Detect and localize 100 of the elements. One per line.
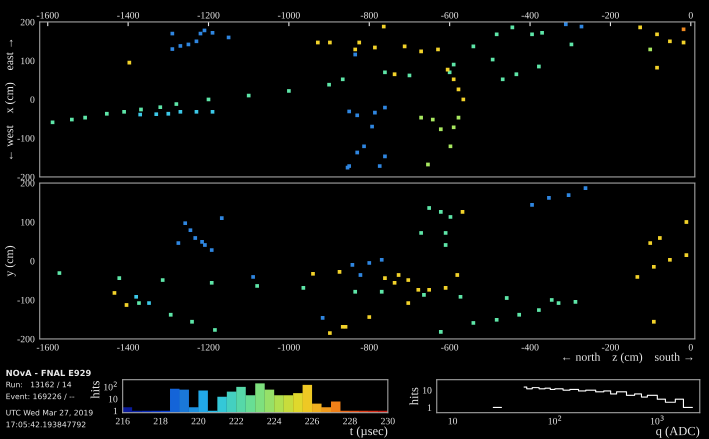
point [652, 320, 656, 324]
point [574, 300, 578, 304]
point [168, 312, 173, 317]
point [461, 98, 466, 102]
point [517, 312, 522, 317]
y-tick-label: 1 [114, 408, 118, 414]
point [178, 44, 182, 48]
point [658, 236, 662, 240]
point [564, 22, 568, 26]
point [494, 318, 499, 322]
point [446, 68, 450, 72]
point [382, 24, 386, 28]
point [584, 186, 588, 190]
point [570, 42, 574, 46]
point [220, 216, 224, 220]
point [556, 301, 560, 305]
point [124, 303, 128, 307]
point [452, 62, 456, 66]
point [355, 113, 360, 118]
y-tick-label: 0 [30, 96, 34, 103]
point [436, 48, 440, 52]
point [200, 240, 204, 244]
point [383, 276, 387, 280]
point [408, 74, 412, 78]
point [210, 30, 214, 35]
point [566, 193, 570, 197]
x-tick-label: -600 [441, 344, 458, 351]
point [127, 60, 132, 64]
point [438, 330, 443, 334]
x-tick-label: -800 [360, 12, 378, 19]
point [210, 280, 214, 285]
point [472, 44, 476, 48]
point [370, 124, 374, 128]
point [137, 301, 141, 305]
point [419, 50, 423, 54]
point [383, 154, 387, 158]
point [455, 273, 460, 277]
point [452, 77, 456, 82]
point [392, 280, 396, 285]
point [383, 70, 387, 74]
point [472, 321, 476, 325]
point [160, 278, 165, 282]
point [514, 72, 518, 76]
point [378, 164, 382, 168]
point [373, 46, 377, 50]
point [251, 275, 255, 279]
x-tick-label: 228 [343, 418, 357, 424]
point [426, 162, 430, 166]
y-axis-title: hits [409, 388, 418, 406]
point [452, 125, 456, 130]
x-axis-title: q (ADC) [656, 426, 700, 438]
point [139, 108, 143, 112]
point [210, 110, 214, 114]
point [580, 24, 584, 28]
point [210, 248, 214, 252]
point [83, 116, 87, 120]
point [444, 243, 448, 247]
point [422, 293, 426, 297]
point [170, 47, 174, 51]
point [246, 94, 251, 98]
point [530, 32, 534, 36]
point [684, 253, 688, 257]
y-tick-label: 0 [30, 258, 34, 264]
point [350, 263, 354, 267]
point [458, 294, 462, 299]
point [50, 120, 54, 124]
point [202, 28, 206, 32]
point [550, 298, 554, 302]
y-tick-label: 200 [20, 18, 34, 26]
point [320, 316, 324, 320]
x-tick-label: 10$^{2}$ [548, 416, 562, 424]
point [353, 48, 358, 52]
point [448, 144, 452, 148]
text: NOvA - FNAL E929 [6, 370, 91, 376]
point [648, 241, 652, 245]
x-tick-label: 10$^{3}$ [650, 416, 664, 424]
x-tick-label: -1600 [36, 344, 59, 351]
point [682, 40, 686, 44]
point [438, 127, 443, 132]
point [178, 110, 182, 114]
point [193, 236, 198, 240]
point [668, 258, 672, 262]
point [416, 288, 420, 292]
x-tick-label: -800 [360, 344, 378, 351]
x-tick-label: 222 [229, 418, 244, 424]
x-tick-label: -200 [602, 344, 619, 351]
point [122, 110, 126, 114]
point [362, 144, 366, 148]
point [176, 241, 180, 245]
point [638, 26, 642, 30]
point [380, 290, 384, 294]
point [500, 77, 505, 82]
y-tick-label: 200 [20, 180, 34, 187]
point [419, 231, 423, 235]
point [490, 58, 494, 62]
point [655, 66, 659, 70]
point [684, 220, 688, 224]
point [154, 112, 158, 116]
point [134, 294, 138, 299]
x-tick-label: 220 [192, 418, 206, 424]
